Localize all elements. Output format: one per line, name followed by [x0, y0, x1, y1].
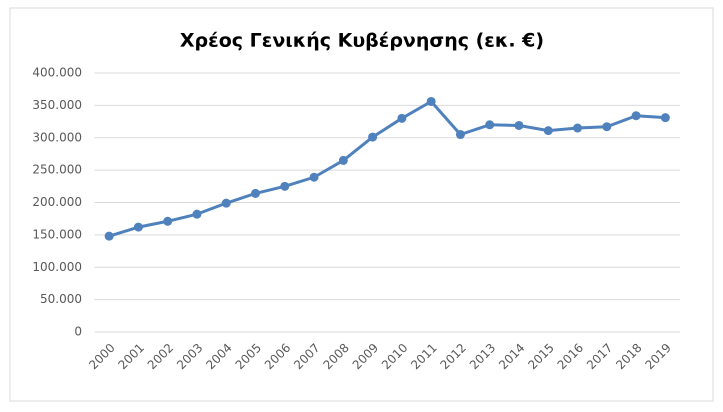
- y-tick-label: 150.000: [32, 227, 82, 241]
- y-tick-label: 250.000: [32, 163, 82, 177]
- chart-title: Χρέος Γενικής Κυβέρνησης (εκ. €): [180, 30, 544, 52]
- marker: [602, 122, 612, 132]
- marker: [338, 155, 348, 165]
- marker: [631, 111, 641, 121]
- marker: [485, 120, 495, 130]
- marker: [221, 198, 231, 208]
- y-tick-label: 300.000: [32, 130, 82, 144]
- marker: [104, 231, 114, 241]
- marker: [455, 130, 465, 140]
- marker: [397, 113, 407, 123]
- marker: [514, 120, 524, 130]
- y-tick-label: 100.000: [32, 260, 82, 274]
- marker: [660, 113, 670, 123]
- y-tick-label: 350.000: [32, 98, 82, 112]
- marker: [251, 188, 261, 198]
- marker: [163, 216, 173, 226]
- marker: [280, 181, 290, 191]
- marker: [309, 172, 319, 182]
- y-tick-label: 200.000: [32, 195, 82, 209]
- line: [108, 99, 666, 238]
- marker: [573, 123, 583, 133]
- marker: [543, 126, 553, 136]
- marker: [133, 222, 143, 232]
- marker: [368, 132, 378, 142]
- y-tick-label: 50.000: [40, 292, 82, 306]
- y-tick-label: 400.000: [32, 66, 82, 80]
- marker: [192, 209, 202, 219]
- marker: [426, 96, 436, 106]
- y-tick-label: 0: [74, 325, 82, 339]
- chart-frame: [9, 7, 714, 402]
